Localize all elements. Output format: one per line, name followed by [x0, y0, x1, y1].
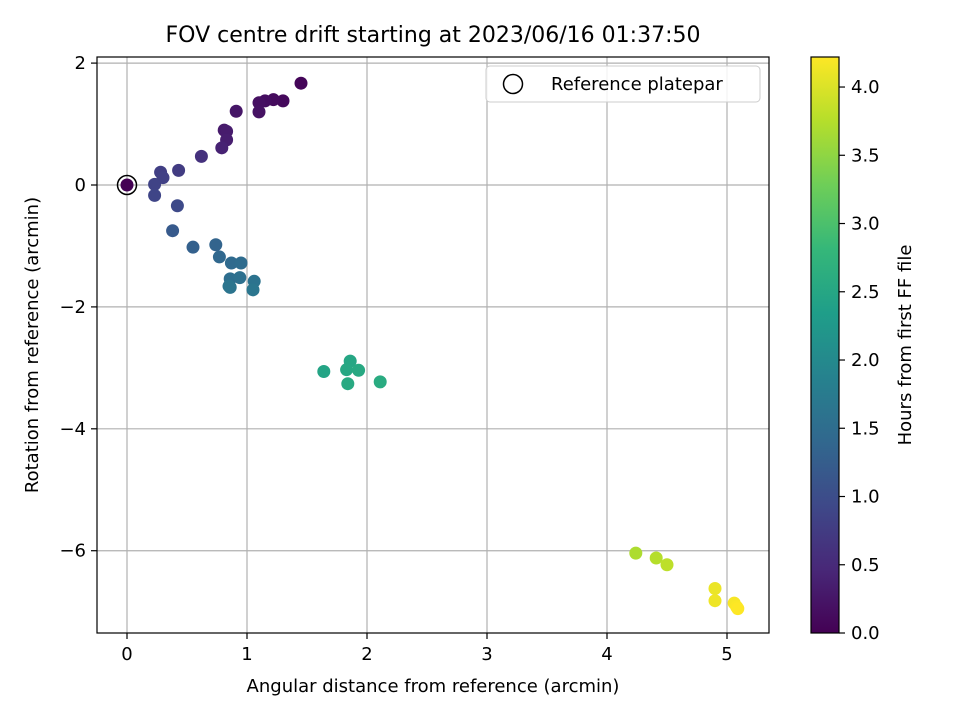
x-axis-label: Angular distance from reference (arcmin) [247, 676, 620, 697]
data-points [116, 76, 745, 616]
grid-lines [97, 57, 769, 633]
y-axis-label: Rotation from reference (arcmin) [22, 197, 43, 493]
data-point-18 [170, 199, 184, 213]
colorbar-tick-label-2: 1.0 [851, 487, 880, 508]
data-point-44 [731, 602, 745, 616]
plot-frame [96, 56, 770, 634]
legend: Reference platepar [485, 65, 761, 103]
colorbar-tick-label-8: 4.0 [851, 77, 880, 98]
data-point-19 [166, 224, 180, 238]
colorbar-tick-label-0: 0.0 [851, 623, 880, 644]
data-point-31 [317, 365, 331, 379]
y-axis-ticks: −6 −4 −2 0 2 [59, 53, 97, 562]
data-point-35 [341, 377, 355, 391]
y-tick-label-3: 0 [75, 175, 86, 196]
data-point-37 [629, 546, 643, 560]
x-tick-label-5: 5 [721, 644, 732, 665]
data-point-34 [352, 363, 366, 377]
data-point-38 [649, 551, 663, 565]
data-point-36 [373, 375, 387, 389]
data-point-22 [212, 250, 226, 264]
colorbar-tick-label-5: 2.5 [851, 282, 880, 303]
data-point-2 [276, 94, 290, 108]
colorbar-frame [810, 56, 840, 634]
data-point-26 [233, 271, 247, 285]
data-point-6 [252, 105, 266, 119]
data-point-41 [708, 594, 722, 608]
x-axis-ticks: 0 1 2 3 4 5 [121, 633, 733, 665]
chart-title: FOV centre drift starting at 2023/06/16 … [166, 23, 701, 48]
data-point-7 [229, 104, 243, 118]
legend-label: Reference platepar [551, 74, 723, 95]
x-tick-label-4: 4 [601, 644, 612, 665]
legend-box [485, 65, 761, 103]
colorbar-tick-label-3: 1.5 [851, 418, 880, 439]
data-point-12 [194, 149, 208, 163]
colorbar: 0.0 0.5 1.0 1.5 2.0 2.5 3.0 3.5 4.0 Hours from f… [810, 56, 916, 644]
y-tick-label-4: 2 [75, 53, 86, 74]
data-point-23 [224, 256, 238, 270]
colorbar-tick-label-4: 2.0 [851, 350, 880, 371]
colorbar-label: Hours from first FF file [895, 245, 916, 446]
data-point-0 [120, 178, 134, 192]
y-tick-label-0: −6 [59, 541, 86, 562]
data-point-5 [252, 96, 266, 110]
data-point-1 [294, 76, 308, 90]
reference-platepar-marker [116, 174, 138, 196]
data-point-33 [340, 363, 354, 377]
data-point-39 [660, 558, 674, 572]
colorbar-gradient [811, 57, 839, 633]
data-point-24 [234, 256, 248, 270]
x-tick-label-1: 1 [241, 644, 252, 665]
data-point-16 [148, 177, 162, 191]
y-tick-label-1: −4 [59, 419, 86, 440]
data-point-29 [222, 279, 236, 293]
data-point-20 [186, 240, 200, 254]
x-tick-label-3: 3 [481, 644, 492, 665]
x-tick-label-2: 2 [361, 644, 372, 665]
data-point-21 [209, 238, 223, 252]
data-point-13 [172, 163, 186, 177]
colorbar-tick-label-1: 0.5 [851, 555, 880, 576]
data-point-30 [246, 283, 260, 297]
y-tick-label-2: −2 [59, 297, 86, 318]
colorbar-tick-label-7: 3.5 [851, 145, 880, 166]
colorbar-tick-label-6: 3.0 [851, 214, 880, 235]
data-point-11 [215, 141, 229, 155]
x-tick-label-0: 0 [121, 644, 132, 665]
data-point-40 [708, 582, 722, 596]
colorbar-ticks: 0.0 0.5 1.0 1.5 2.0 2.5 3.0 3.5 4.0 [839, 77, 880, 644]
legend-marker-hollow-circle [502, 73, 524, 95]
data-point-17 [148, 188, 162, 202]
